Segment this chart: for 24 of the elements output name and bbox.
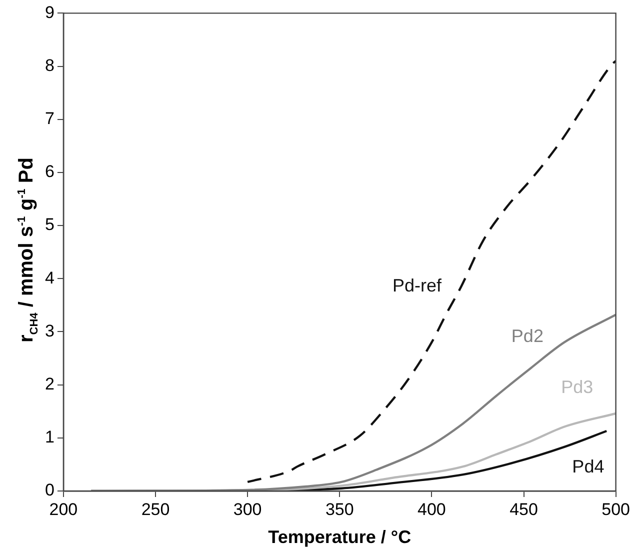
- y-tick-label: 0: [44, 480, 54, 500]
- y-tick-label: 1: [44, 428, 54, 447]
- y-tick-label: 5: [44, 215, 54, 234]
- x-tick-label: 350: [325, 500, 354, 519]
- y-tick-label: 9: [44, 2, 54, 22]
- y-tick-label: 7: [44, 109, 54, 128]
- x-axis-title: Temperature / °C: [268, 527, 412, 548]
- y-tick-label: 2: [44, 374, 54, 394]
- y-tick-label: 3: [44, 321, 54, 340]
- y-tick-label: 8: [44, 56, 54, 75]
- x-tick-label: 200: [49, 500, 78, 519]
- series-label: Pd-ref: [392, 276, 442, 296]
- x-tick-label: 400: [418, 500, 446, 519]
- y-tick-label: 4: [44, 268, 54, 288]
- line-series: [246, 60, 616, 484]
- x-tick-label: 450: [510, 500, 538, 519]
- series-label: Pd3: [561, 376, 594, 397]
- series-label: Pd4: [572, 456, 604, 477]
- y-tick-label: 6: [44, 162, 54, 182]
- x-tick-label: 300: [233, 500, 262, 519]
- x-tick-label: 500: [602, 500, 630, 519]
- series-label: Pd2: [511, 326, 544, 346]
- line-series: [90, 314, 616, 491]
- x-tick-label: 250: [141, 500, 170, 519]
